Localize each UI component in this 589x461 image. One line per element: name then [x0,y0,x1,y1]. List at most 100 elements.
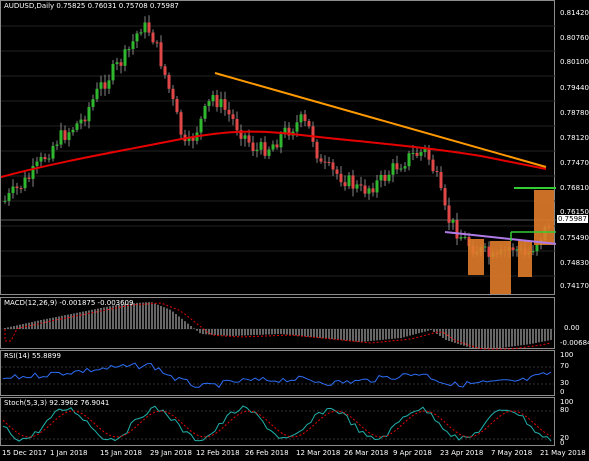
stoch-chart [1,405,556,442]
candle-body [319,158,323,162]
stoch-d-line [2,410,552,438]
candle-body [51,145,55,159]
candle-body [199,118,203,133]
stoch-label: 0 [560,439,565,447]
candle-body [435,171,439,173]
candle-body [531,251,535,253]
candle-body [107,80,111,89]
candle-body [311,126,315,142]
candle-body [103,82,107,89]
stoch-k-line [2,405,552,442]
macd-label: -0.006849 [560,339,589,347]
price-label: 0.78120 [560,134,589,142]
candle-body [395,163,399,170]
stoch-label: 100 [560,398,574,406]
candle-body [115,62,119,64]
candle-body [59,130,63,145]
candle-body [7,193,11,201]
candle-body [71,129,75,133]
candle-body [327,162,331,164]
macd-pane[interactable]: MACD(12,26,9) -0.001875 -0.003609 [0,297,556,350]
pattern-right-shoulder [518,241,532,277]
date-label: 15 Dec 2017 [2,449,47,457]
candle-body [359,184,363,186]
candle-body [255,149,259,152]
date-label: 7 May 2018 [491,449,533,457]
candle-body [99,82,103,89]
stoch-axis: 100 80 20 0 [556,397,589,447]
candle-body [511,247,515,251]
candle-body [415,152,419,156]
candle-body [407,153,411,167]
candle-body [439,172,443,189]
stoch-pane[interactable]: Stoch(5,3,3) 92.3962 76.9041 [0,397,556,446]
candle-body [323,161,327,163]
candle-body [91,99,95,107]
candle-body [279,134,283,148]
candle-body [307,121,311,127]
neckline [444,231,556,245]
price-label: 0.80760 [560,34,589,42]
date-label: 26 Feb 2018 [245,449,289,457]
candle-body [27,177,31,179]
candle-body [339,173,343,183]
candle-body [75,123,79,130]
candle-body [535,244,539,252]
candle-body [119,62,123,66]
rsi-line [2,362,552,389]
candle-body [347,175,351,187]
candle-body [239,130,243,139]
candle-body [355,184,359,189]
candle-body [143,22,147,33]
candle-body [295,122,299,132]
candle-body [55,144,59,146]
price-pane[interactable]: AUDUSD,Daily 0.75825 0.76031 0.75708 0.7… [0,0,556,295]
candle-body [163,66,167,75]
candle-body [67,132,71,140]
candle-body [383,174,387,181]
candle-body [259,142,263,150]
candle-body [387,174,391,181]
candle-body [287,127,291,136]
candle-body [187,137,191,142]
rsi-title: RSI(14) 55.8899 [4,352,61,360]
candle-body [15,186,19,189]
candle-body [231,114,235,119]
candle-body [427,148,431,160]
candle-body [487,246,491,257]
candle-body [135,33,139,42]
candle-body [275,144,279,148]
pattern-head [490,241,511,294]
candle-body [43,157,47,160]
macd-label: 0.00 [564,324,580,332]
price-label: 0.74170 [560,282,589,290]
candle-body [223,99,227,110]
price-label: 0.81420 [560,9,589,17]
candle-body [19,188,23,190]
candle-body [203,105,207,119]
candle-body [179,112,183,135]
rsi-pane[interactable]: RSI(14) 55.8899 [0,350,556,396]
candle-body [235,118,239,131]
rsi-label: 30 [560,379,569,387]
rsi-chart [1,362,556,389]
candle-body [271,144,275,150]
price-label: 0.77470 [560,159,589,167]
candle-body [215,95,219,108]
candle-body [419,152,423,156]
stoch-label: 80 [560,406,569,414]
price-pane-title: AUDUSD,Daily 0.75825 0.76031 0.75708 0.7… [4,2,179,10]
candle-body [243,135,247,139]
candle-body [167,74,171,89]
candle-body [343,182,347,187]
macd-title: MACD(12,26,9) -0.001875 -0.003609 [4,299,134,307]
candle-body [247,135,251,143]
candle-body [171,88,175,100]
price-label: 0.80100 [560,58,589,66]
candle-body [207,101,211,106]
candle-body [11,186,15,194]
candle-body [315,141,319,159]
candle-body [463,236,467,238]
candle-body [455,220,459,239]
candle-body [351,175,355,189]
